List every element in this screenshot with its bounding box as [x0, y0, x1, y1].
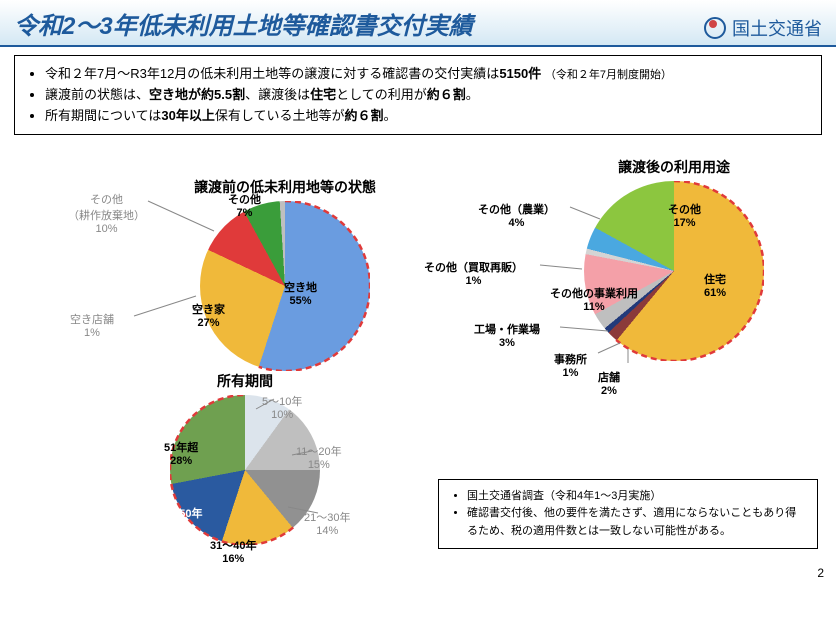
- pie-slice-label: 5～10年10%: [262, 393, 302, 421]
- pie-slice-label: 空き地55%: [284, 279, 317, 307]
- pie-slice-label: その他（耕作放棄地）10%: [68, 191, 145, 235]
- note-item: 確認書交付後、他の要件を満たさず、適用にならないこともあり得るため、税の適用件数…: [467, 505, 805, 540]
- pie-slice-label: 21～30年14%: [304, 509, 350, 537]
- pie-slice-label: 51年超28%: [164, 439, 198, 467]
- pie-chart: 譲渡前の低未利用地等の状態空き地55%空き家27%その他（耕作放棄地）10%その…: [200, 201, 370, 371]
- org-name: 国土交通省: [732, 15, 822, 41]
- logo-icon: [704, 17, 726, 39]
- pie-slice-label: 11～20年15%: [296, 443, 342, 471]
- pie-slice-label: その他の事業利用11%: [550, 285, 638, 313]
- pie-slice-label: 事務所1%: [554, 351, 587, 379]
- summary-bullet: 令和２年7月～R3年12月の低未利用土地等の譲渡に対する確認書の交付実績は515…: [45, 64, 809, 85]
- pie-slice-label: その他（買取再販）1%: [424, 259, 523, 287]
- note-item: 国土交通省調査（令和4年1～3月実施）: [467, 488, 805, 506]
- pie-slice-label: 店舗2%: [598, 369, 620, 397]
- pie-slice-label: 31～40年16%: [210, 537, 256, 565]
- chart-title: 所有期間: [115, 371, 375, 391]
- pie-slice-label: 空き店舗1%: [70, 311, 114, 339]
- pie-slice-label: 空き家27%: [192, 301, 225, 329]
- charts-area: 譲渡前の低未利用地等の状態空き地55% 空き家27% その他（耕作放棄地）10% その…: [0, 141, 836, 571]
- summary-bullet: 譲渡前の状態は、空き地が約5.5割、譲渡後は住宅としての利用が約６割。: [45, 85, 809, 106]
- pie-slice-label: 41～50年17%: [156, 505, 202, 533]
- pie-slice-label: その他17%: [668, 201, 701, 229]
- page-title: 令和2～3年低未利用土地等確認書交付実績: [14, 6, 473, 41]
- pie-slice-label: 工場・作業場3%: [474, 321, 540, 349]
- header: 令和2～3年低未利用土地等確認書交付実績 国土交通省: [0, 0, 836, 47]
- pie-chart: 譲渡後の利用用途住宅61%店舗2%事務所1%工場・作業場3%その他の事業利用11…: [584, 181, 764, 361]
- summary-bullet: 所有期間については30年以上保有している土地等が約６割。: [45, 106, 809, 127]
- pie-chart: 所有期間5～10年10%11～20年15%21～30年14%31～40年16%4…: [170, 395, 320, 545]
- org-logo: 国土交通省: [704, 15, 822, 41]
- pie-slice-label: その他（農業）4%: [478, 201, 555, 229]
- page-number: 2: [817, 566, 824, 580]
- summary-box: 令和２年7月～R3年12月の低未利用土地等の譲渡に対する確認書の交付実績は515…: [14, 55, 822, 135]
- pie-slice-label: 住宅61%: [704, 271, 726, 299]
- pie-slice-label: その他7%: [228, 191, 261, 219]
- note-box: 国土交通省調査（令和4年1～3月実施）確認書交付後、他の要件を満たさず、適用にな…: [438, 479, 818, 550]
- chart-title: 譲渡前の低未利用地等の状態: [155, 177, 415, 197]
- chart-title: 譲渡後の利用用途: [544, 157, 804, 177]
